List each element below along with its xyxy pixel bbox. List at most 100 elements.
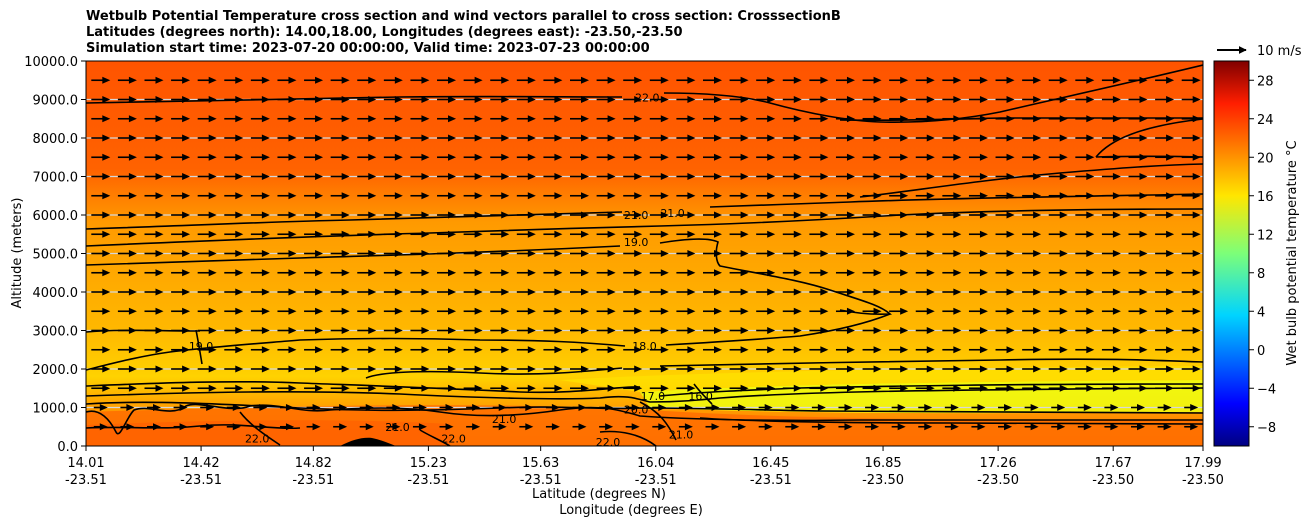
wind-vector-head	[288, 346, 297, 354]
wind-vector-head	[1112, 307, 1121, 315]
wind-vector-head	[979, 211, 988, 219]
wind-vector-head	[900, 346, 909, 354]
x-tick-label-lat: 16.85	[864, 456, 901, 471]
wind-vector-head	[820, 211, 829, 219]
wind-vector-head	[687, 76, 696, 84]
wind-vector-head	[315, 134, 324, 142]
x-tick-label-lat: 17.67	[1095, 456, 1132, 471]
wind-vector-head	[1166, 288, 1175, 296]
wind-vector-head	[1086, 346, 1095, 354]
wind-vector-head	[581, 134, 590, 142]
wind-vector-head	[1059, 346, 1068, 354]
wind-vector-head	[261, 327, 270, 334]
wind-vector-head	[315, 250, 324, 257]
wind-vector-head	[421, 346, 430, 354]
wind-vector-head	[607, 288, 616, 296]
wind-vector-head	[315, 173, 324, 180]
wind-vector-head	[767, 153, 776, 161]
wind-vector-head	[421, 173, 430, 180]
wind-vector-head	[288, 327, 297, 334]
wind-vector-head	[846, 173, 855, 180]
wind-vector-head	[448, 365, 457, 373]
wind-vector-head	[846, 250, 855, 257]
wind-vector-head	[1006, 76, 1015, 84]
wind-vector-head	[315, 307, 324, 315]
wind-vector-head	[394, 134, 403, 142]
colorbar-tick-label: 4	[1257, 305, 1265, 320]
wind-vector-head	[421, 96, 430, 103]
wind-vector-head	[687, 173, 696, 180]
wind-vector-head	[1192, 288, 1201, 296]
wind-vector-head	[740, 153, 749, 161]
wind-vector-head	[128, 230, 137, 238]
wind-vector-head	[979, 230, 988, 238]
wind-vector-head	[738, 423, 747, 431]
wind-vector-head	[873, 269, 882, 277]
wind-vector-head	[1139, 153, 1148, 161]
wind-vector-head	[581, 307, 590, 315]
wind-vector-head	[1033, 230, 1042, 238]
contour-18	[86, 313, 891, 371]
wind-vector-head	[871, 404, 880, 411]
wind-vector-head	[554, 115, 563, 123]
wind-vector-head	[288, 115, 297, 123]
wind-vector-head	[235, 288, 244, 296]
wind-vector-head	[128, 173, 137, 180]
wind-vector-head	[554, 134, 563, 142]
x-tick-label-lat: 14.82	[295, 456, 332, 471]
wind-vector-head	[581, 115, 590, 123]
wind-vector-head	[182, 115, 191, 123]
wind-vector-head	[1006, 134, 1015, 142]
wind-vector-head	[793, 192, 802, 200]
wind-vector-head	[713, 115, 722, 123]
wind-vector-head	[953, 346, 962, 354]
wind-vector-head	[873, 192, 882, 200]
wind-vector-head	[926, 346, 935, 354]
wind-vector-head	[1139, 327, 1148, 334]
wind-vector-head	[820, 115, 829, 123]
wind-vector-head	[527, 288, 536, 296]
wind-vector-head	[767, 230, 776, 238]
wind-vector-head	[953, 153, 962, 161]
wind-vector-head	[713, 346, 722, 354]
wind-vector-head	[341, 134, 350, 142]
contour-label: 22.0	[635, 92, 660, 105]
wind-vector-head	[767, 288, 776, 296]
x-tick-label-lat: 16.45	[752, 456, 789, 471]
wind-vector-head	[900, 153, 909, 161]
wind-vector-head	[126, 404, 135, 411]
x-tick-label-lat: 15.63	[522, 456, 559, 471]
contour-label: 18.0	[632, 340, 657, 353]
wind-vector-head	[235, 230, 244, 238]
wind-vector-head	[1004, 423, 1013, 431]
wind-vector-head	[767, 115, 776, 123]
contour-labels: 22.0 21.0 21.0 19.0 19.0 18.0 17.0 16.0 20.0 21.0…	[189, 92, 713, 450]
wind-vector-head	[1112, 134, 1121, 142]
wind-vector-head	[846, 211, 855, 219]
contour-21-c	[1095, 155, 1203, 158]
wind-vector-head	[182, 269, 191, 277]
wind-vector-head	[102, 365, 111, 373]
wind-vector-head	[128, 307, 137, 315]
wind-vector-head	[926, 327, 935, 334]
wind-vector-head	[474, 115, 483, 123]
wind-vector-head	[99, 404, 108, 411]
wind-vector-head	[687, 307, 696, 315]
wind-vector-head	[421, 269, 430, 277]
wind-vector-head	[767, 327, 776, 334]
wind-vector-head	[1059, 250, 1068, 257]
wind-vector-head	[713, 384, 722, 392]
wind-vector-head	[900, 250, 909, 257]
wind-vector-head	[1139, 76, 1148, 84]
wind-vector-head	[1033, 211, 1042, 219]
wind-vector-head	[1166, 153, 1175, 161]
wind-vector-head	[208, 250, 217, 257]
wind-vector-head	[128, 115, 137, 123]
x-tick-label-lon: -23.51	[65, 473, 107, 488]
wind-vector-head	[873, 365, 882, 373]
wind-vector-head	[767, 346, 776, 354]
wind-vector-head	[1086, 96, 1095, 103]
x-tick-label-lon: -23.51	[407, 473, 449, 488]
wind-vector-head	[1166, 346, 1175, 354]
wind-vector-head	[235, 269, 244, 277]
